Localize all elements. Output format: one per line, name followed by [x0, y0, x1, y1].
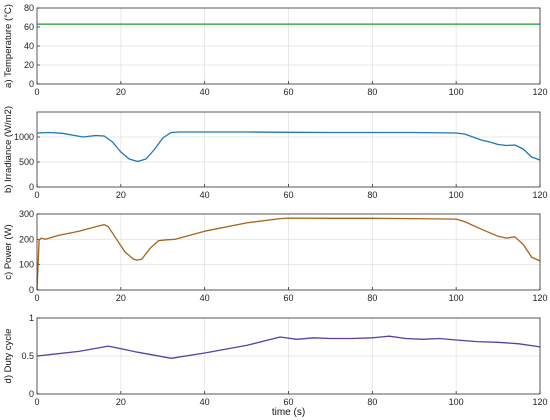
series-line-4-1 — [36, 335, 541, 359]
x-tick-label: 120 — [532, 397, 547, 407]
x-tick-label: 60 — [283, 190, 293, 200]
axes-box — [36, 317, 541, 395]
x-tick-label: 120 — [532, 190, 547, 200]
x-tick-label: 20 — [116, 293, 126, 303]
x-tick-label: 40 — [200, 293, 210, 303]
x-tick-label: 40 — [200, 190, 210, 200]
axes-box — [36, 7, 541, 85]
x-tick-label: 100 — [449, 190, 464, 200]
y-tick-label: 1 — [29, 313, 34, 323]
y-tick-label: 80 — [24, 3, 34, 13]
y-tick-label: 0 — [29, 182, 34, 192]
x-tick-label: 80 — [367, 397, 377, 407]
x-tick-label: 60 — [283, 293, 293, 303]
x-tick-label: 100 — [449, 293, 464, 303]
y-tick-label: 100 — [19, 260, 34, 270]
y-tick-label: 0.5 — [21, 351, 34, 361]
axes-box — [36, 213, 541, 291]
y-axis-label: b) Irradiance (W/m2) — [3, 106, 14, 193]
x-tick-label: 60 — [283, 397, 293, 407]
x-tick-label: 40 — [200, 397, 210, 407]
y-tick-label: 500 — [19, 157, 34, 167]
x-tick-label: 80 — [367, 293, 377, 303]
x-tick-label: 80 — [367, 190, 377, 200]
x-tick-label: 20 — [116, 190, 126, 200]
x-tick-label: 0 — [34, 87, 39, 97]
x-tick-label: 120 — [532, 87, 547, 97]
y-tick-label: 0 — [29, 389, 34, 399]
x-tick-label: 60 — [283, 87, 293, 97]
x-tick-label: 120 — [532, 293, 547, 303]
x-axis-label: time (s) — [272, 407, 305, 418]
y-tick-label: 20 — [24, 60, 34, 70]
y-axis-label: a) Temperature (°C) — [3, 4, 14, 88]
chart-panel-1: 0 20 40 60 80 100 120 0 20 40 60 80 a) Temperature (… — [3, 3, 548, 97]
series-line-3-1 — [36, 217, 541, 291]
y-tick-label: 40 — [24, 41, 34, 51]
chart-panel-4: 0 20 40 60 80 100 120 0 0.5 1 d) Duty cycle time (s… — [3, 313, 548, 418]
y-tick-label: 300 — [19, 209, 34, 219]
x-tick-label: 100 — [449, 87, 464, 97]
x-tick-label: 0 — [34, 293, 39, 303]
x-tick-label: 0 — [34, 190, 39, 200]
x-tick-label: 20 — [116, 87, 126, 97]
y-tick-label: 0 — [29, 79, 34, 89]
x-tick-label: 0 — [34, 397, 39, 407]
x-tick-label: 40 — [200, 87, 210, 97]
y-tick-label: 60 — [24, 22, 34, 32]
x-tick-label: 100 — [449, 397, 464, 407]
y-tick-label: 200 — [19, 234, 34, 244]
chart-panel-3: 0 20 40 60 80 100 120 0 100 200 300 c) Power (W) — [3, 209, 548, 303]
y-axis-label: d) Duty cycle — [3, 329, 14, 384]
y-tick-label: 0 — [29, 285, 34, 295]
x-tick-label: 20 — [116, 397, 126, 407]
y-tick-label: 1000 — [14, 132, 34, 142]
axes-box — [36, 111, 541, 188]
x-tick-label: 80 — [367, 87, 377, 97]
y-axis-label: c) Power (W) — [3, 224, 14, 279]
series-line-2-1 — [36, 131, 541, 163]
